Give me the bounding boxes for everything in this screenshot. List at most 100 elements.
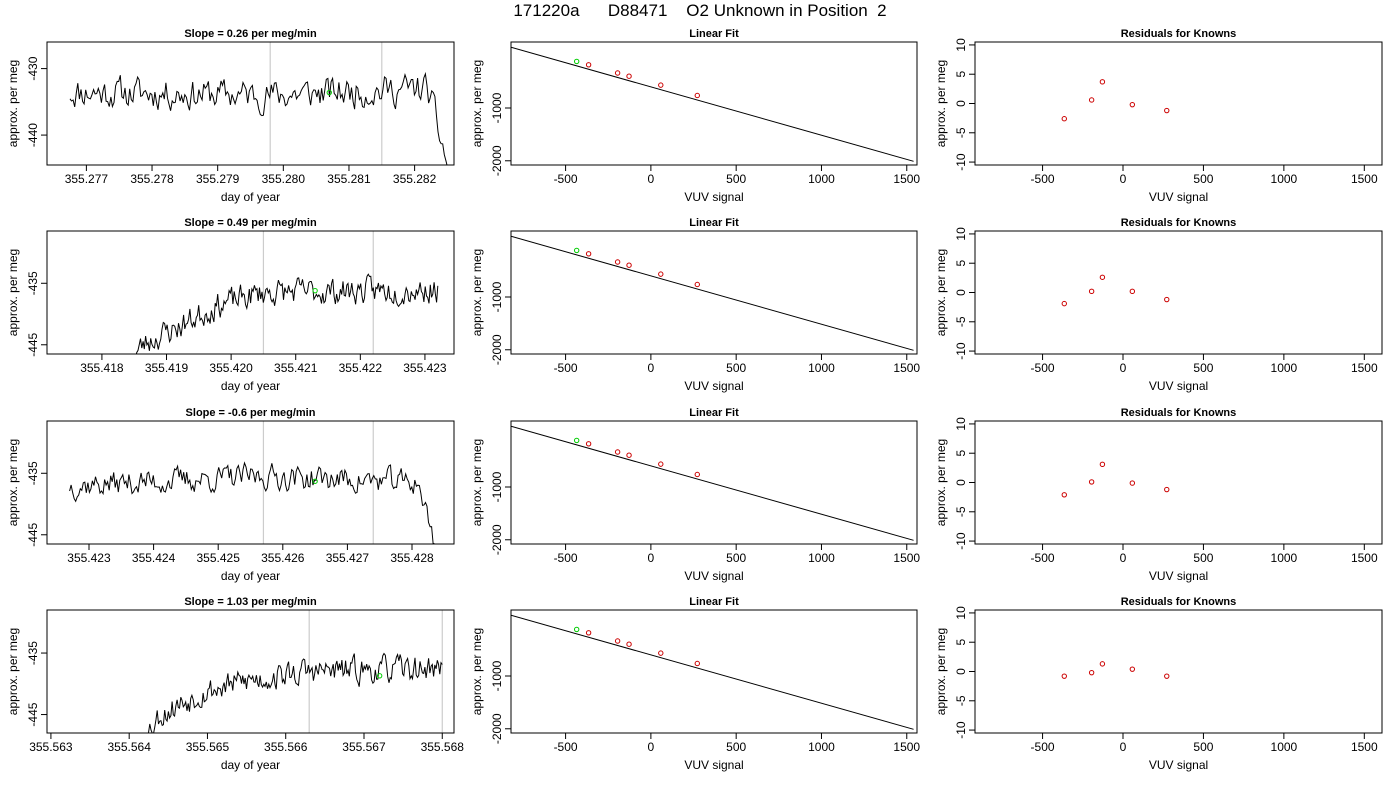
x-tick-label: 0 [648, 551, 655, 565]
y-tick-label: -5 [954, 316, 968, 327]
x-tick-label: 355.279 [196, 172, 240, 186]
known-point [626, 641, 632, 647]
y-tick-label: -445 [26, 522, 40, 546]
x-tick-label: 0 [1120, 551, 1127, 565]
residual-point [1129, 288, 1136, 295]
y-axis-label: approx. per meg [934, 60, 948, 147]
y-tick-label: -435 [26, 461, 40, 485]
y-axis-label: approx. per meg [470, 628, 484, 715]
unknown-point [573, 626, 580, 633]
residual-point [1129, 101, 1136, 108]
plot-frame [510, 230, 918, 355]
x-tick-label: 1500 [893, 740, 920, 754]
residual-point [1061, 116, 1067, 122]
panel-title: Residuals for Knowns [1121, 596, 1237, 608]
y-axis-label: approx. per meg [6, 628, 20, 715]
fit-line [511, 425, 914, 541]
x-tick-label: 355.277 [65, 172, 109, 186]
known-point [585, 441, 592, 447]
x-tick-label: 1000 [808, 551, 835, 565]
known-point [658, 271, 664, 277]
y-axis-label: approx. per meg [470, 439, 484, 526]
y-axis-label: approx. per meg [934, 439, 948, 526]
known-point [658, 82, 664, 88]
x-tick-label: -500 [554, 172, 578, 186]
y-axis-label: approx. per meg [6, 60, 20, 147]
plot-frame [510, 609, 918, 734]
y-axis-label: approx. per meg [470, 249, 484, 336]
x-tick-label: 355.565 [186, 740, 230, 754]
residual-point [1061, 300, 1067, 307]
x-axis-label: day of year [221, 190, 280, 204]
known-point [694, 92, 700, 99]
x-axis-label: VUV signal [1149, 569, 1208, 583]
panel-fit-2: Linear Fit VUV signal approx. per meg -500 0… [470, 217, 920, 393]
panel-title: Linear Fit [689, 407, 739, 419]
panel-title: Residuals for Knowns [1121, 407, 1237, 419]
known-point [614, 449, 621, 455]
panel-residuals-3: Residuals for Knowns VUV signal approx. pe… [934, 407, 1383, 583]
y-tick-label: -445 [26, 332, 40, 356]
known-point [614, 70, 621, 76]
panel-trace-3: Slope = -0.6 per meg/min day of year appro… [6, 407, 455, 583]
x-tick-label: 1500 [893, 551, 920, 565]
x-tick-label: 500 [1193, 740, 1213, 754]
unknown-mean-marker [312, 287, 318, 294]
x-tick-label: -500 [1031, 740, 1055, 754]
plot-area [511, 425, 914, 541]
known-point [626, 452, 632, 458]
plot-area [148, 610, 443, 733]
x-axis-label: day of year [221, 758, 280, 772]
residual-point [1099, 661, 1106, 667]
unknown-mean-marker [376, 673, 383, 679]
fit-line [511, 614, 914, 730]
plot-area [511, 46, 914, 162]
y-tick-label: -10 [954, 342, 968, 360]
y-tick-label: -2000 [490, 145, 504, 176]
x-tick-label: 1500 [893, 361, 920, 375]
x-tick-label: 1500 [1351, 361, 1378, 375]
plot-frame [46, 41, 455, 166]
x-tick-label: 500 [1193, 551, 1213, 565]
x-tick-label: 0 [648, 361, 655, 375]
y-tick-label: 5 [954, 260, 968, 267]
y-tick-label: -1000 [490, 660, 504, 691]
plot-area [69, 42, 448, 165]
y-tick-label: 10 [954, 417, 968, 431]
y-tick-label: 0 [954, 100, 968, 107]
x-tick-label: 1500 [1351, 551, 1378, 565]
x-tick-label: 355.421 [274, 361, 318, 375]
x-tick-label: 500 [726, 172, 746, 186]
panel-title: Linear Fit [689, 596, 739, 608]
residual-point [1099, 274, 1106, 280]
y-tick-label: -5 [954, 695, 968, 706]
signal-trace [69, 71, 448, 165]
y-tick-label: -2000 [490, 713, 504, 744]
x-tick-label: 1000 [1271, 172, 1298, 186]
y-axis-label: approx. per meg [934, 628, 948, 715]
x-tick-label: 355.426 [261, 551, 305, 565]
x-axis-label: VUV signal [684, 190, 743, 204]
panel-title: Slope = 1.03 per meg/min [184, 596, 317, 608]
panel-title: Residuals for Knowns [1121, 217, 1237, 229]
y-tick-label: 5 [954, 71, 968, 78]
y-tick-label: 0 [954, 668, 968, 675]
x-axis-label: VUV signal [1149, 190, 1208, 204]
y-tick-label: -1000 [490, 471, 504, 502]
residual-point [1099, 461, 1106, 468]
x-tick-label: 0 [1120, 172, 1127, 186]
plot-area [1061, 461, 1170, 498]
plot-area [1061, 79, 1170, 122]
signal-trace [135, 273, 439, 354]
x-tick-label: 1000 [808, 740, 835, 754]
residual-point [1129, 666, 1136, 672]
y-tick-label: -2000 [490, 524, 504, 555]
x-tick-label: 355.423 [403, 361, 447, 375]
x-tick-label: 500 [726, 551, 746, 565]
x-tick-label: 1000 [1271, 361, 1298, 375]
known-point [614, 638, 621, 644]
plot-frame [46, 609, 455, 734]
known-point [585, 630, 592, 636]
plot-frame [974, 41, 1383, 166]
